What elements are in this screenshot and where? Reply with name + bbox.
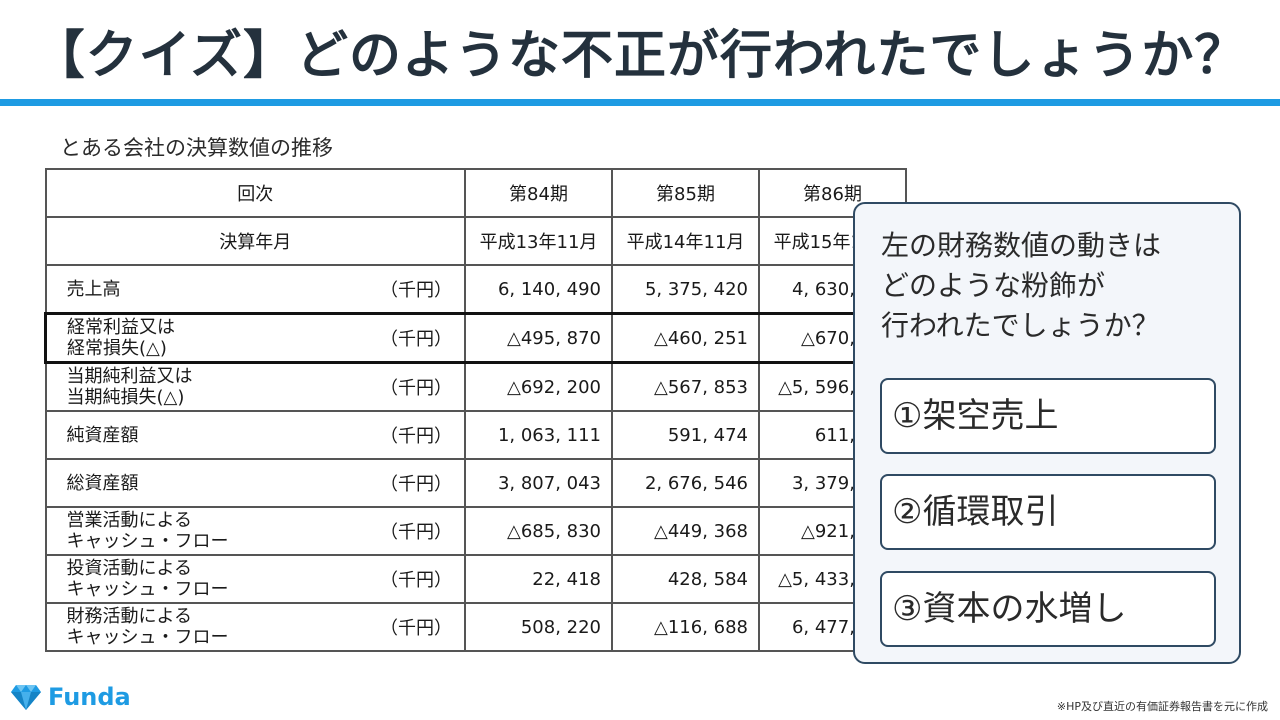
table-row: 売上高 （千円） 6, 140, 490 5, 375, 420 4, 630, 051: [44, 264, 907, 315]
quiz-question-line: 左の財務数値の動きは: [881, 229, 1162, 262]
table-cell: △449, 368: [611, 506, 760, 556]
row-label: 営業活動による キャッシュ・フロー: [44, 506, 372, 556]
table-row: 財務活動による キャッシュ・フロー （千円） 508, 220 △116, 688 6, …: [44, 602, 907, 652]
period-header: 第85期: [611, 168, 760, 218]
row-label-line: キャッシュ・フロー: [66, 627, 229, 648]
row-label-line: 営業活動による: [66, 510, 192, 531]
row-label: 財務活動による キャッシュ・フロー: [44, 602, 372, 652]
logo-text: Funda: [48, 683, 131, 711]
table-cell: △567, 853: [611, 361, 760, 412]
table-cell: 591, 474: [611, 410, 760, 460]
table-cell: 1, 063, 111: [464, 410, 613, 460]
funda-logo: Funda: [10, 682, 131, 712]
header-label: 回次: [44, 168, 466, 218]
row-unit: （千円）: [372, 506, 466, 556]
row-label-line: 純資産額: [66, 424, 139, 446]
row-label-line: 経常損失(△): [67, 338, 167, 359]
quiz-question: 左の財務数値の動きは どのような粉飾が行われたでしょうか？: [881, 226, 1221, 346]
date-header: 平成13年11月: [464, 216, 613, 266]
date-header: 平成14年11月: [611, 216, 760, 266]
table-cell: 2, 676, 546: [611, 458, 760, 508]
row-label-line: 経常利益又は: [67, 317, 175, 338]
row-unit: （千円）: [372, 554, 466, 604]
source-note: ※HP及び直近の有価証券報告書を元に作成: [1056, 700, 1268, 713]
financial-table: 回次 第84期 第85期 第86期 決算年月 平成13年11月 平成14年11月…: [44, 168, 907, 652]
table-row: 経常利益又は 経常損失(△) （千円） △495, 870 △460, 251 △670,…: [44, 312, 907, 364]
quiz-question-line: 行われたでしょうか？: [881, 309, 1160, 342]
row-unit: （千円）: [372, 458, 466, 508]
option-circular-trading[interactable]: ②循環取引: [880, 474, 1216, 550]
row-label-line: キャッシュ・フロー: [66, 579, 229, 600]
row-label: 投資活動による キャッシュ・フロー: [44, 554, 372, 604]
diamond-logo-icon: [11, 685, 41, 710]
row-unit: （千円）: [372, 264, 466, 315]
row-label: 経常利益又は 経常損失(△): [44, 312, 372, 364]
table-cell: 3, 807, 043: [464, 458, 613, 508]
table-cell: 5, 375, 420: [611, 264, 760, 315]
row-unit: （千円）: [372, 312, 466, 364]
row-label-line: 総資産額: [66, 472, 139, 494]
row-label: 総資産額: [44, 458, 372, 508]
option-capital-inflation[interactable]: ③資本の水増し: [880, 571, 1216, 647]
table-caption: とある会社の決算数値の推移: [60, 136, 333, 160]
table-cell: △692, 200: [464, 361, 613, 412]
table-row: 当期純利益又は 当期純損失(△) （千円） △692, 200 △567, 853 △5,…: [44, 361, 907, 412]
row-label-line: 当期純損失(△): [66, 387, 185, 408]
date-label: 決算年月: [44, 216, 466, 266]
table-header-row: 回次 第84期 第85期 第86期: [44, 168, 907, 218]
row-unit: （千円）: [372, 361, 466, 412]
row-label-line: 財務活動による: [66, 606, 192, 627]
table-cell: 22, 418: [464, 554, 613, 604]
row-label-line: キャッシュ・フロー: [66, 531, 229, 552]
table-row: 総資産額 （千円） 3, 807, 043 2, 676, 546 3, 379, 47…: [44, 458, 907, 508]
table-cell: 6, 140, 490: [464, 264, 613, 315]
row-label-line: 投資活動による: [66, 558, 192, 579]
row-label: 売上高: [44, 264, 372, 315]
table-cell: 508, 220: [464, 602, 613, 652]
table-cell: △460, 251: [611, 312, 760, 364]
table-cell: △685, 830: [464, 506, 613, 556]
row-unit: （千円）: [372, 410, 466, 460]
title-divider: [0, 99, 1280, 106]
row-label: 当期純利益又は 当期純損失(△): [44, 361, 372, 412]
table-cell: △495, 870: [464, 312, 613, 364]
table-date-row: 決算年月 平成13年11月 平成14年11月 平成15年11月: [44, 216, 907, 266]
table-crop-edge: [44, 660, 798, 670]
row-label: 純資産額: [44, 410, 372, 460]
quiz-card: 左の財務数値の動きは どのような粉飾が行われたでしょうか？ ①架空売上 ②循環取引…: [853, 202, 1241, 664]
table-cell: 428, 584: [611, 554, 760, 604]
row-label-line: 当期純利益又は: [66, 366, 193, 387]
option-fictitious-sales[interactable]: ①架空売上: [880, 378, 1216, 454]
quiz-question-line: どのような粉飾が: [881, 269, 1106, 302]
row-label-line: 売上高: [66, 278, 121, 300]
table-row: 営業活動による キャッシュ・フロー （千円） △685, 830 △449, 368 △9…: [44, 506, 907, 556]
table-row: 投資活動による キャッシュ・フロー （千円） 22, 418 428, 584 △5, 4…: [44, 554, 907, 604]
period-header: 第84期: [464, 168, 613, 218]
slide-title: 【クイズ】どのような不正が行われたでしょうか？: [32, 26, 1248, 86]
row-unit: （千円）: [372, 602, 466, 652]
table-cell: △116, 688: [611, 602, 760, 652]
